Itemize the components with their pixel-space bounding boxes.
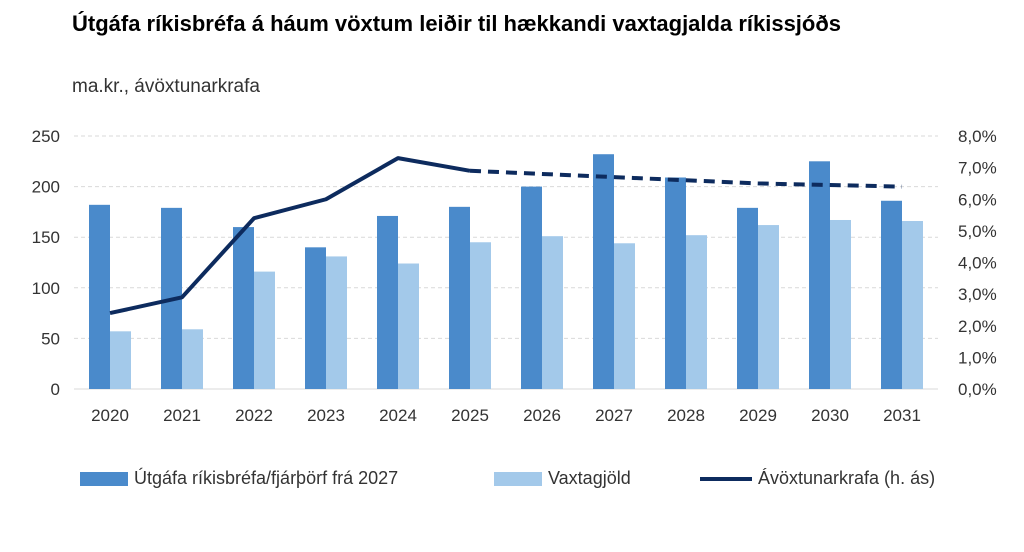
legend: Útgáfa ríkisbréfa/fjárþörf frá 2027 Vaxt… [80, 468, 1000, 492]
bar-issuance [377, 215, 398, 389]
bar-interest [182, 329, 203, 389]
bar-interest [542, 236, 563, 389]
bar-issuance [449, 206, 470, 389]
x-tick-label: 2020 [91, 406, 129, 425]
y-left-tick-label: 0 [51, 380, 60, 399]
y-right-tick-label: 0,0% [958, 380, 997, 399]
bar-interest [614, 243, 635, 389]
bar-issuance [305, 247, 326, 389]
y-right-tick-label: 4,0% [958, 254, 997, 273]
bar-issuance [737, 207, 758, 389]
x-tick-label: 2031 [883, 406, 921, 425]
yield-line-dashed [469, 168, 903, 189]
x-tick-label: 2026 [523, 406, 561, 425]
bar-interest [398, 263, 419, 389]
legend-item-interest: Vaxtagjöld [494, 468, 631, 489]
yield-line-solid [109, 156, 471, 316]
legend-label-yield: Ávöxtunarkrafa (h. ás) [758, 468, 936, 488]
bar-interest [326, 256, 347, 389]
legend-swatch-issuance [80, 471, 128, 486]
y-left-tick-label: 50 [41, 329, 60, 348]
bar-issuance [89, 204, 110, 389]
bar-issuance [521, 186, 542, 389]
legend-swatch-yield [700, 476, 752, 481]
legend-label-interest: Vaxtagjöld [548, 468, 631, 488]
chart-area: 0 50 100 150 200 250 0,0% 1,0% 2,0% 3,0% 4,0% 5,0%… [32, 127, 997, 425]
x-tick-label: 2027 [595, 406, 633, 425]
x-tick-label: 2023 [307, 406, 345, 425]
x-tick-label: 2024 [379, 406, 417, 425]
bar-interest [830, 219, 851, 389]
chart-title: Útgáfa ríkisbréfa á háum vöxtum leiðir t… [72, 11, 842, 36]
bar-interest [110, 331, 131, 389]
x-tick-label: 2022 [235, 406, 273, 425]
legend-label-issuance: Útgáfa ríkisbréfa/fjárþörf frá 2027 [134, 468, 399, 488]
chart-subtitle: ma.kr., ávöxtunarkrafa [72, 76, 260, 97]
bar-issuance [881, 200, 902, 389]
y-left-tick-label: 200 [32, 178, 60, 197]
x-tick-label: 2030 [811, 406, 849, 425]
bar-interest [758, 225, 779, 389]
x-tick-label: 2029 [739, 406, 777, 425]
bar-interest [902, 221, 923, 389]
y-right-tick-label: 3,0% [958, 285, 997, 304]
y-right-tick-label: 7,0% [958, 159, 997, 178]
y-right-tick-label: 6,0% [958, 190, 997, 209]
bar-issuance [233, 227, 254, 389]
legend-item-yield: Ávöxtunarkrafa (h. ás) [700, 468, 935, 489]
y-right-tick-label: 5,0% [958, 222, 997, 241]
x-tick-label: 2021 [163, 406, 201, 425]
x-tick-label: 2028 [667, 406, 705, 425]
x-tick-label: 2025 [451, 406, 489, 425]
bar-issuance [593, 154, 614, 389]
bar-issuance [665, 177, 686, 389]
legend-item-issuance: Útgáfa ríkisbréfa/fjárþörf frá 2027 [80, 468, 398, 489]
legend-swatch-interest [494, 471, 542, 486]
y-right-tick-label: 2,0% [958, 317, 997, 336]
bar-issuance [809, 161, 830, 389]
y-left-tick-label: 150 [32, 228, 60, 247]
y-left-tick-label: 250 [32, 127, 60, 146]
y-right-tick-label: 1,0% [958, 348, 997, 367]
bar-interest [470, 242, 491, 389]
y-left-tick-label: 100 [32, 279, 60, 298]
y-right-tick-label: 8,0% [958, 127, 997, 146]
bar-interest [254, 271, 275, 389]
bar-interest [686, 235, 707, 389]
